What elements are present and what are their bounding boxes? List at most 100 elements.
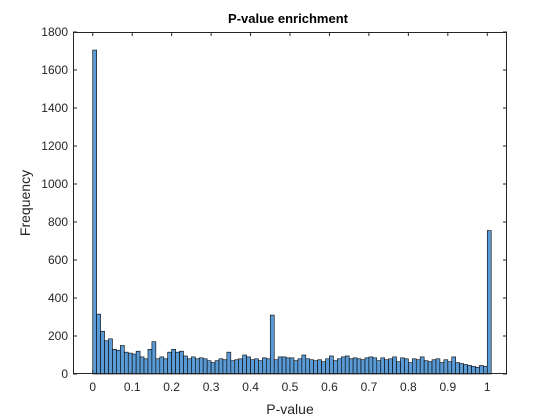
histogram-bar bbox=[289, 357, 295, 375]
histogram-bar bbox=[210, 362, 216, 375]
histogram-bar bbox=[127, 352, 133, 375]
histogram-bar bbox=[258, 360, 263, 375]
histogram-bar bbox=[431, 359, 437, 375]
histogram-bar bbox=[352, 357, 358, 375]
histogram-bar bbox=[183, 355, 188, 375]
x-tick-label: 0.8 bbox=[400, 380, 417, 394]
y-tick-label: 0 bbox=[61, 367, 68, 381]
x-tick-label: 0 bbox=[89, 380, 96, 394]
histogram-bar bbox=[234, 359, 240, 375]
y-axis-label: Frequency bbox=[17, 170, 33, 236]
x-tick-label: 0.3 bbox=[203, 380, 220, 394]
histogram-bar bbox=[309, 359, 314, 375]
histogram-bar bbox=[269, 314, 275, 375]
histogram-bar bbox=[396, 361, 401, 375]
x-ticks: 0 0.1 0.2 0.3 0.4 0.5 0.6 0.7 0.8 0.9 1 bbox=[89, 32, 491, 394]
y-tick-label: 200 bbox=[48, 329, 68, 343]
histogram-bar bbox=[344, 355, 350, 375]
histogram-bar bbox=[297, 358, 303, 375]
histogram-bar bbox=[479, 365, 484, 375]
x-tick-label: 0.7 bbox=[361, 380, 378, 394]
histogram-bar bbox=[439, 362, 445, 375]
histogram-bar bbox=[171, 348, 176, 375]
histogram-bar bbox=[100, 330, 105, 375]
histogram-bar bbox=[281, 356, 287, 375]
histogram-bar bbox=[451, 356, 457, 375]
histogram-bar bbox=[384, 359, 389, 375]
histogram-bar bbox=[206, 360, 212, 375]
histogram-bar bbox=[214, 360, 220, 375]
histogram-bar bbox=[123, 351, 129, 375]
histogram-bar bbox=[337, 358, 342, 375]
histogram-bar bbox=[368, 356, 374, 375]
x-tick-label: 0.2 bbox=[163, 380, 180, 394]
histogram-bar bbox=[415, 359, 421, 375]
histogram-bar bbox=[143, 358, 149, 375]
histogram-bar bbox=[380, 357, 386, 375]
histogram-bar bbox=[340, 356, 346, 375]
histogram-bar bbox=[92, 49, 97, 375]
histogram-bar bbox=[187, 358, 192, 375]
histogram-bar bbox=[455, 362, 460, 375]
histogram-bar bbox=[388, 358, 393, 375]
x-axis-label: P-value bbox=[266, 401, 314, 417]
histogram-bar bbox=[151, 341, 157, 375]
y-tick-label: 800 bbox=[48, 215, 68, 229]
histogram-bar bbox=[356, 358, 362, 375]
histogram-bar bbox=[226, 351, 232, 375]
histogram-bar bbox=[376, 360, 382, 375]
histogram-bar bbox=[175, 351, 180, 375]
x-tick-label: 0.6 bbox=[321, 380, 338, 394]
histogram-bar bbox=[447, 361, 453, 375]
histogram-bar bbox=[273, 359, 279, 375]
x-tick-label: 0.4 bbox=[242, 380, 259, 394]
histogram-bar bbox=[423, 360, 429, 375]
histogram-bar bbox=[96, 313, 101, 375]
histogram-bar bbox=[348, 358, 354, 375]
histogram-bar bbox=[222, 359, 228, 375]
histogram-bar bbox=[147, 348, 153, 375]
histogram-bar bbox=[139, 356, 145, 375]
histogram-bar bbox=[404, 358, 409, 375]
histogram-bar bbox=[408, 362, 413, 375]
y-tick-label: 1800 bbox=[41, 25, 68, 39]
histogram-bar bbox=[293, 360, 299, 375]
x-tick-label: 0.5 bbox=[282, 380, 299, 394]
histogram-bar bbox=[459, 363, 464, 375]
histogram-bar bbox=[262, 357, 267, 375]
histogram-bar bbox=[419, 356, 425, 375]
histogram-bar bbox=[179, 350, 184, 375]
histogram-bar bbox=[317, 359, 322, 375]
histogram-bar bbox=[443, 359, 449, 375]
y-tick-label: 1200 bbox=[41, 139, 68, 153]
histogram-bar bbox=[364, 357, 370, 375]
x-tick-label: 0.1 bbox=[124, 380, 141, 394]
histogram-bar bbox=[321, 361, 326, 375]
x-tick-label: 0.9 bbox=[439, 380, 456, 394]
histogram-bar bbox=[301, 354, 307, 375]
histogram-bar bbox=[360, 359, 366, 375]
histogram-bar bbox=[463, 364, 468, 375]
histogram-bar bbox=[198, 357, 204, 375]
histogram-bar bbox=[285, 357, 291, 375]
y-ticks: 0 200 400 600 800 1000 1200 1400 1600 1800 bbox=[41, 25, 507, 381]
histogram-bar bbox=[120, 345, 125, 375]
histogram-bar bbox=[467, 365, 472, 375]
histogram-bar bbox=[427, 361, 433, 375]
histogram-bar bbox=[230, 360, 236, 375]
histogram-bar bbox=[108, 338, 113, 375]
histogram-bar bbox=[242, 354, 247, 375]
histogram-bar bbox=[155, 358, 161, 375]
histogram-bar bbox=[167, 351, 172, 375]
histogram-bar bbox=[483, 366, 488, 375]
histogram-bar bbox=[202, 358, 208, 375]
histogram-bar bbox=[163, 358, 169, 375]
histogram-bar bbox=[195, 358, 200, 375]
histogram-bar bbox=[131, 353, 137, 375]
histogram-bar bbox=[112, 348, 117, 375]
histogram-bar bbox=[486, 230, 492, 375]
chart-title: P-value enrichment bbox=[228, 11, 349, 26]
y-tick-label: 1600 bbox=[41, 63, 68, 77]
histogram-bar bbox=[266, 358, 271, 375]
